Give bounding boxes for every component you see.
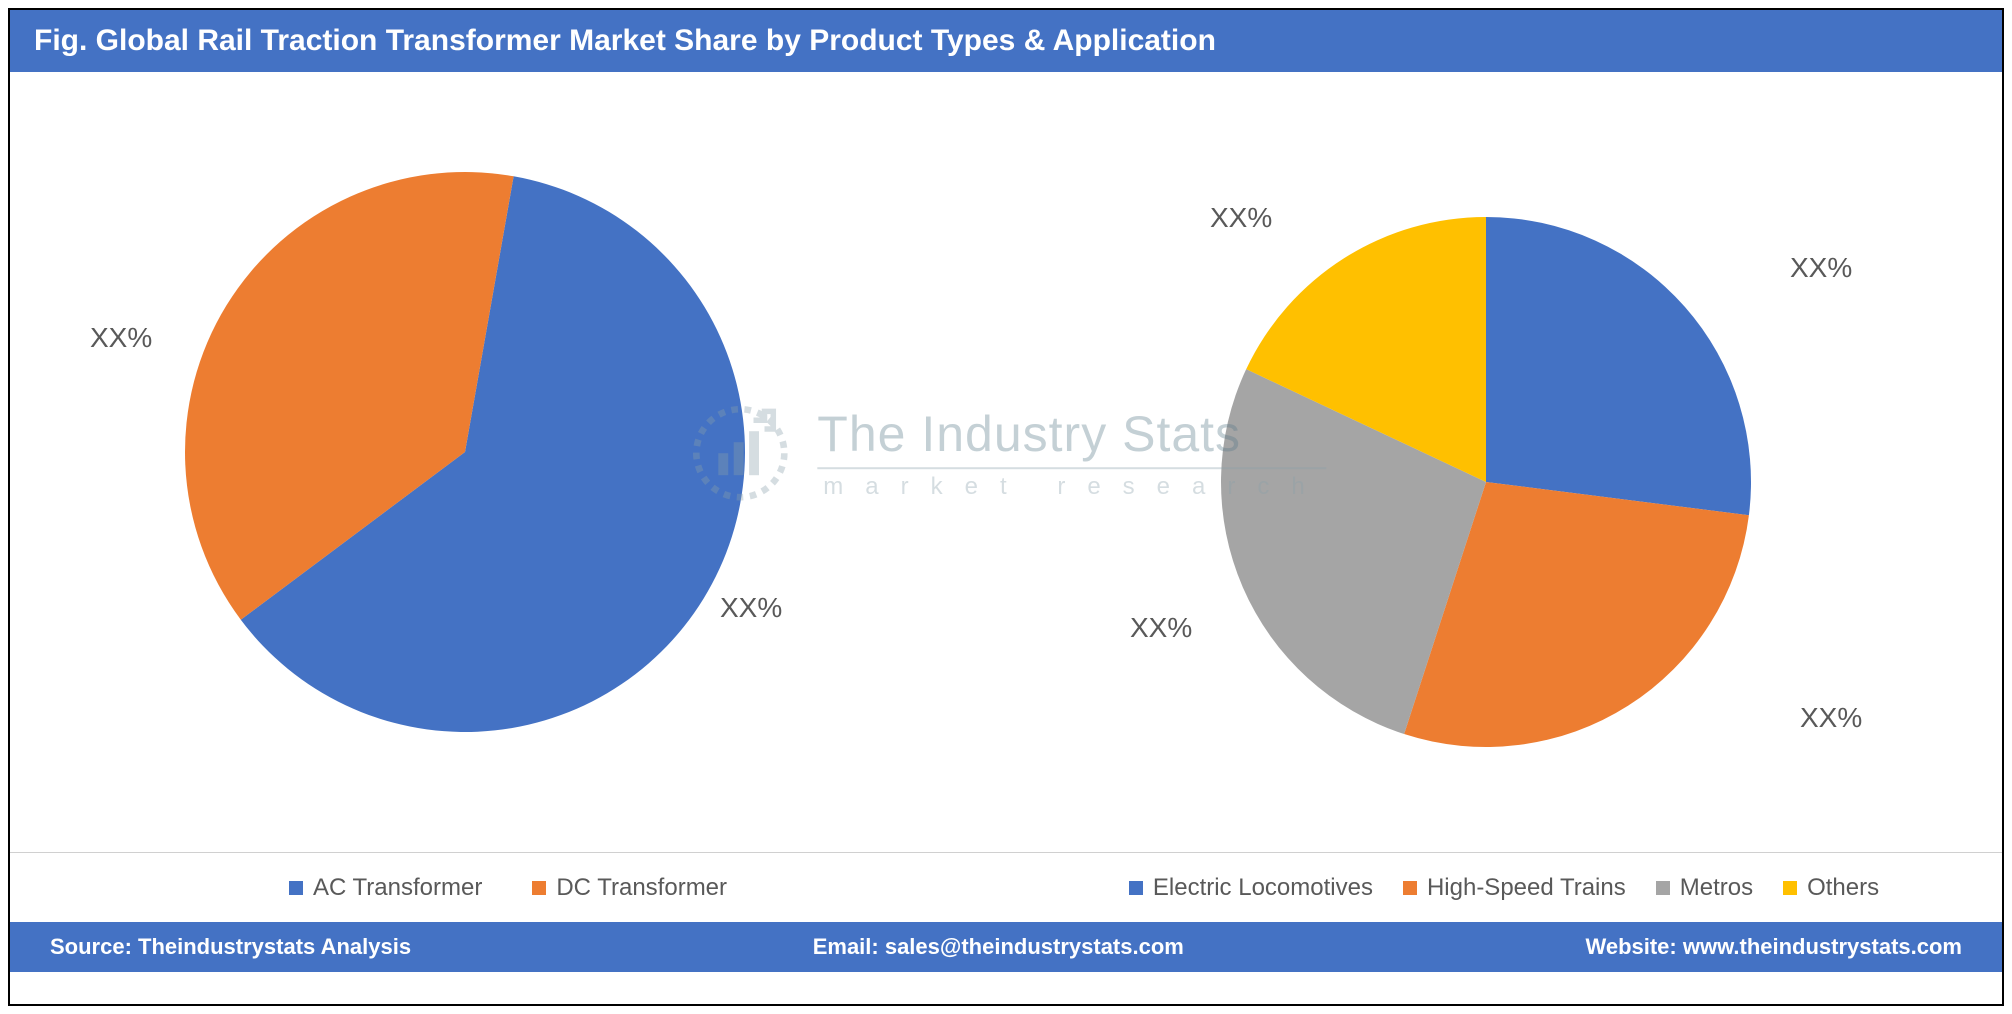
pie-chart-application bbox=[1006, 72, 2006, 852]
legend-item: Electric Locomotives bbox=[1129, 874, 1373, 902]
legend-item: High-Speed Trains bbox=[1403, 874, 1626, 902]
slice-value-label: XX% bbox=[1130, 612, 1192, 644]
legend-swatch bbox=[289, 881, 303, 895]
legend-label: Electric Locomotives bbox=[1153, 874, 1373, 902]
slice-value-label: XX% bbox=[90, 322, 152, 354]
footer-website: Website: www.theindustrystats.com bbox=[1585, 934, 1962, 960]
legend-swatch bbox=[1129, 881, 1143, 895]
slice-value-label: XX% bbox=[1800, 702, 1862, 734]
chart-area: The Industry Stats market research XX%XX… bbox=[10, 72, 2002, 852]
legend-item: Metros bbox=[1656, 874, 1753, 902]
legend-row: AC Transformer DC Transformer Electric Lo… bbox=[10, 852, 2002, 922]
legend-label: DC Transformer bbox=[556, 874, 727, 902]
legend-item: AC Transformer bbox=[289, 874, 482, 902]
legend-label: Metros bbox=[1680, 874, 1753, 902]
figure-title: Fig. Global Rail Traction Transformer Ma… bbox=[10, 10, 2002, 72]
pie-slice bbox=[1486, 217, 1751, 515]
pie-chart-product-types bbox=[10, 72, 1010, 852]
slice-value-label: XX% bbox=[1790, 252, 1852, 284]
figure-frame: Fig. Global Rail Traction Transformer Ma… bbox=[8, 8, 2004, 1006]
legend-swatch bbox=[1783, 881, 1797, 895]
legend-item: DC Transformer bbox=[532, 874, 727, 902]
slice-value-label: XX% bbox=[720, 592, 782, 624]
slice-value-label: XX% bbox=[1210, 202, 1272, 234]
legend-swatch bbox=[1656, 881, 1670, 895]
footer-bar: Source: Theindustrystats Analysis Email:… bbox=[10, 922, 2002, 972]
legend-item: Others bbox=[1783, 874, 1879, 902]
chart-left bbox=[10, 72, 1006, 852]
footer-email: Email: sales@theindustrystats.com bbox=[813, 934, 1184, 960]
legend-swatch bbox=[1403, 881, 1417, 895]
legend-application: Electric Locomotives High-Speed Trains Met… bbox=[1006, 853, 2002, 922]
legend-label: Others bbox=[1807, 874, 1879, 902]
footer-source: Source: Theindustrystats Analysis bbox=[50, 934, 411, 960]
legend-product-types: AC Transformer DC Transformer bbox=[10, 853, 1006, 922]
legend-label: AC Transformer bbox=[313, 874, 482, 902]
legend-swatch bbox=[532, 881, 546, 895]
legend-label: High-Speed Trains bbox=[1427, 874, 1626, 902]
chart-right bbox=[1006, 72, 2002, 852]
